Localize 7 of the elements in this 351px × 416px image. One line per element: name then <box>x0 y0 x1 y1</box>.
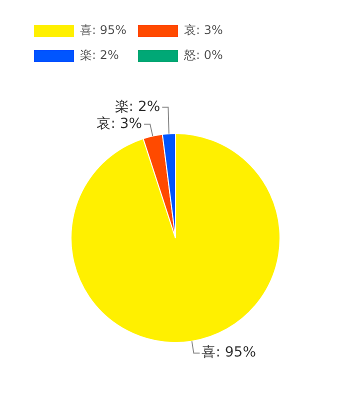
slice-label: 哀: 3% <box>96 116 142 132</box>
legend-label: 喜: 95% <box>80 22 127 39</box>
legend-label: 怒: 0% <box>184 47 223 64</box>
slice-label: 楽: 2% <box>114 98 160 115</box>
legend-label: 楽: 2% <box>80 47 119 64</box>
legend-label: 哀: 3% <box>184 22 223 39</box>
slice-label: 喜: 95% <box>202 344 256 361</box>
